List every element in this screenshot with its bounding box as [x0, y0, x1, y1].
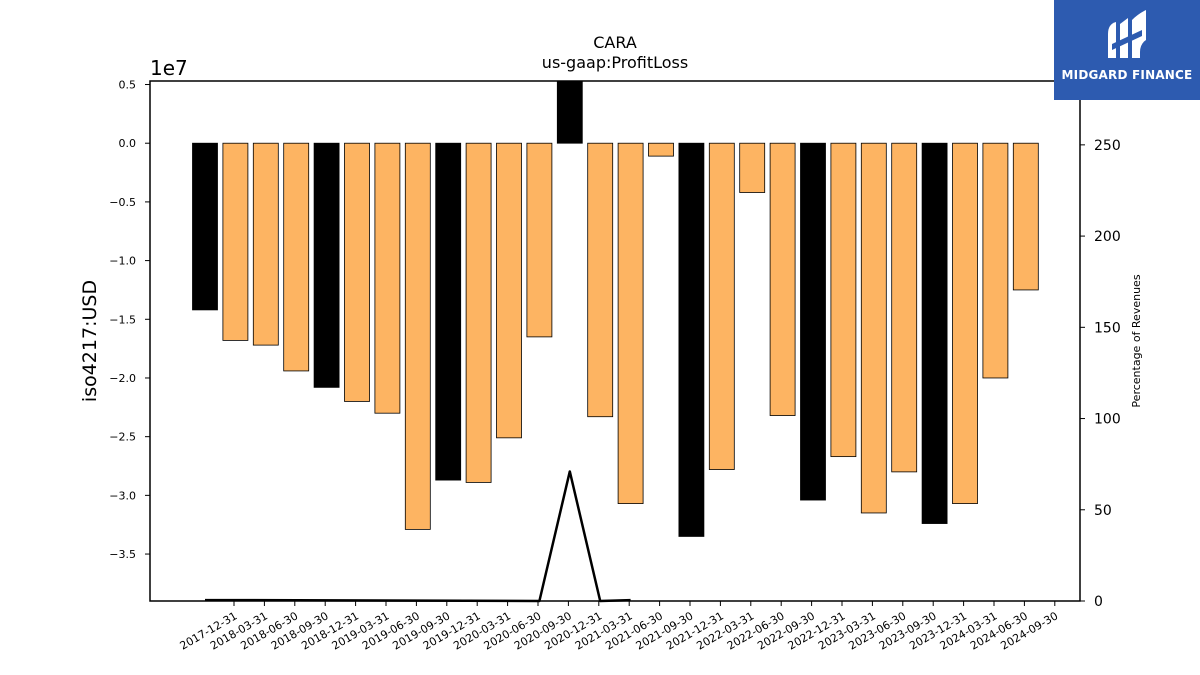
bar-2018-06-30 [252, 142, 279, 346]
y-offset-text: 1e7 [150, 56, 188, 80]
right-y-axis: 0 50 100 150 200 250 [1080, 138, 1121, 610]
bar-2019-09-30 [404, 142, 431, 530]
bars-layer [192, 80, 1039, 537]
bar-2023-03-31 [830, 142, 857, 458]
bar-2024-06-30 [982, 142, 1009, 379]
bar-2024-03-31 [952, 142, 978, 504]
y-tick-label: −1.5 [109, 313, 136, 326]
y2-tick-label: 0 [1094, 594, 1103, 610]
x-axis: 2017-12-312018-03-312018-06-302018-09-30… [178, 601, 1060, 653]
bar-2023-12-31 [921, 142, 948, 524]
bar-2023-06-30 [860, 142, 887, 514]
y-tick-label: −3.5 [109, 548, 136, 561]
y2-axis-label: Percentage of Revenues [1130, 274, 1143, 407]
y2-tick-label: 150 [1094, 320, 1121, 336]
y2-tick-label: 50 [1094, 503, 1112, 519]
bar-2021-09-30 [648, 142, 674, 157]
plot-frame [149, 80, 1081, 602]
bar-2020-12-31 [556, 80, 583, 144]
chart-title: CARA [593, 33, 637, 52]
bar-2019-03-31 [344, 142, 370, 402]
y-axis-label: iso4217:USD [79, 280, 101, 402]
bar-2022-06-30 [739, 142, 766, 193]
y-tick-label: 0.5 [119, 79, 137, 92]
y2-tick-label: 100 [1094, 412, 1121, 428]
bar-2022-09-30 [769, 142, 796, 416]
bar-2020-03-31 [465, 142, 492, 483]
bar-2018-03-31 [222, 142, 249, 341]
bar-2019-12-31 [435, 142, 462, 481]
bar-2024-09-30 [1012, 142, 1039, 291]
bar-2020-09-30 [526, 142, 553, 338]
y-tick-label: −2.0 [109, 372, 136, 385]
y2-tick-label: 250 [1094, 138, 1121, 154]
bar-2021-03-31 [587, 142, 614, 418]
bar-2022-03-31 [708, 142, 735, 470]
y-tick-label: 0.0 [119, 137, 137, 150]
bar-2018-09-30 [283, 142, 310, 372]
y-tick-label: −1.0 [109, 255, 136, 268]
left-y-axis: 0.5 0.0 −0.5 −1.0 −1.5 −2.0 −2.5 −3.0 −3.5 [109, 79, 150, 561]
bar-2021-12-31 [678, 142, 705, 537]
bar-2019-06-30 [374, 142, 401, 414]
brand-logo: MIDGARD FINANCE [1054, 0, 1200, 100]
bar-2023-09-30 [891, 142, 918, 473]
y-tick-label: −0.5 [109, 196, 136, 209]
midgard-logo-icon [1108, 10, 1146, 58]
logo-text: MIDGARD FINANCE [1061, 68, 1193, 82]
chart-subtitle: us-gaap:ProfitLoss [542, 53, 688, 72]
bar-2020-06-30 [496, 142, 522, 439]
bar-2022-12-31 [800, 142, 826, 501]
y-tick-label: −2.5 [109, 431, 136, 444]
bar-2021-06-30 [617, 142, 644, 504]
bar-2018-12-31 [313, 142, 340, 388]
y2-tick-label: 200 [1094, 229, 1121, 245]
bar-2017-12-31 [192, 142, 218, 311]
y-tick-label: −3.0 [109, 489, 136, 502]
